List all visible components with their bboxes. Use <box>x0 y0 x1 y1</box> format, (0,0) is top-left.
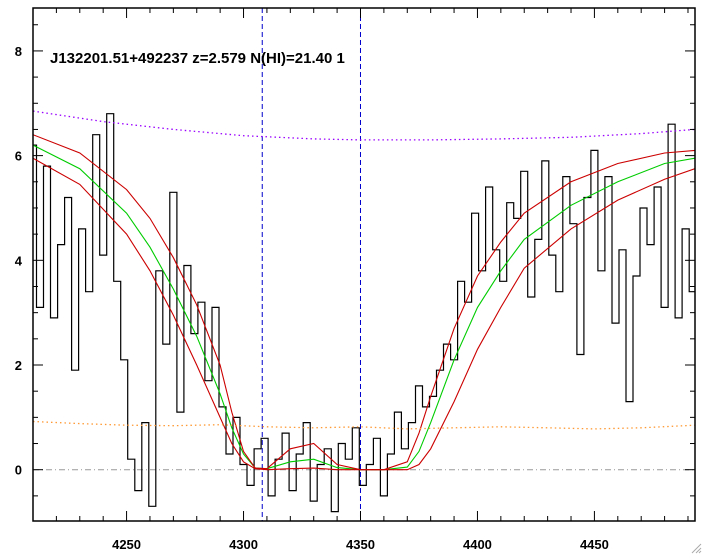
series-line-2 <box>33 144 695 471</box>
series-line-5 <box>33 110 695 141</box>
series-line-3 <box>33 134 695 471</box>
y-tick-label: 4 <box>15 253 23 268</box>
chart-title: J132201.51+492237 z=2.579 N(HI)=21.40 1 <box>50 50 345 67</box>
y-tick-label: 8 <box>15 44 22 59</box>
series-line-6 <box>33 420 695 430</box>
x-tick-label: 4400 <box>463 537 492 552</box>
data-layer <box>33 8 695 521</box>
y-tick-label: 6 <box>15 149 22 164</box>
y-tick-label: 0 <box>15 463 22 478</box>
x-tick-label: 4350 <box>346 537 375 552</box>
y-tick-label: 2 <box>15 358 22 373</box>
x-tick-label: 4450 <box>580 537 609 552</box>
x-tick-label: 4300 <box>229 537 258 552</box>
resize-grip-icon[interactable] <box>690 542 702 554</box>
plot-area: 4250 4300 4350 4400 4450 0 2 4 6 8 <box>15 7 696 552</box>
x-tick-label: 4250 <box>112 537 141 552</box>
series-line-4 <box>33 157 695 471</box>
flux-histogram-line <box>33 113 695 513</box>
plot-frame <box>32 7 696 522</box>
